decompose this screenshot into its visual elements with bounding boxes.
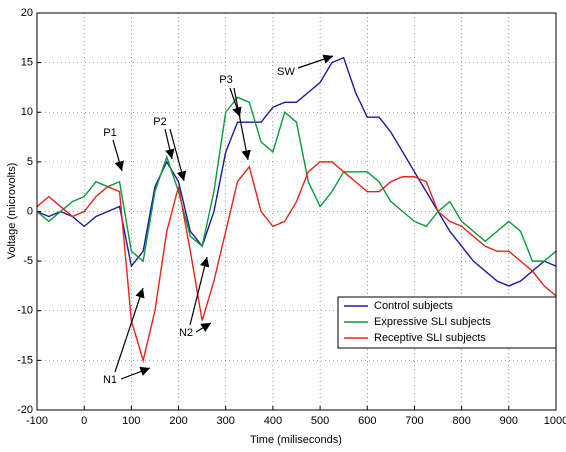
y-tick-label: -15 bbox=[17, 354, 33, 366]
x-axis-label: Time (miliseconds) bbox=[250, 434, 342, 446]
y-tick-label: 20 bbox=[21, 7, 33, 19]
y-axis-label: Voltage (microvolts) bbox=[6, 163, 18, 260]
annotation-arrow bbox=[169, 128, 187, 182]
data-line bbox=[36, 161, 557, 364]
legend-label: Receptive SLI subjects bbox=[374, 332, 486, 344]
y-tick-label: 10 bbox=[21, 106, 33, 118]
annotation-label: P3 bbox=[219, 74, 232, 86]
legend-label: Expressive SLI subjects bbox=[374, 316, 491, 328]
annotation-label: N1 bbox=[103, 374, 117, 386]
x-tick-label: 400 bbox=[264, 415, 282, 427]
y-tick-label: -20 bbox=[17, 404, 33, 416]
x-tick-label: 800 bbox=[452, 415, 470, 427]
data-line bbox=[36, 56, 557, 287]
legend-box bbox=[337, 296, 557, 349]
annotation-arrow bbox=[233, 87, 251, 161]
annotation-arrow bbox=[164, 128, 175, 160]
x-tick-label: 1000 bbox=[544, 415, 566, 427]
x-tick-label: 100 bbox=[122, 415, 140, 427]
data-line bbox=[36, 96, 557, 263]
annotation-arrow bbox=[297, 54, 334, 69]
x-tick-label: 200 bbox=[169, 415, 187, 427]
annotation-label: P2 bbox=[153, 116, 166, 128]
x-tick-label: 700 bbox=[405, 415, 423, 427]
legend: Control subjects Expressive SLI subjects R… bbox=[337, 296, 557, 349]
x-tick-label: 900 bbox=[500, 415, 518, 427]
y-tick-label: 15 bbox=[21, 57, 33, 69]
annotation-arrow bbox=[120, 366, 151, 380]
annotation-label: P1 bbox=[103, 127, 116, 139]
y-tick-label: -5 bbox=[23, 255, 33, 267]
x-tick-label: -100 bbox=[26, 415, 48, 427]
x-tick-label: 500 bbox=[311, 415, 329, 427]
plot-frame bbox=[36, 12, 557, 411]
legend-label: Control subjects bbox=[374, 300, 453, 312]
x-tick-label: 600 bbox=[358, 415, 376, 427]
x-tick-label: 300 bbox=[217, 415, 235, 427]
x-tick-label: 0 bbox=[81, 415, 87, 427]
annotation-label: SW bbox=[277, 66, 295, 78]
annotation-arrow bbox=[114, 287, 145, 373]
y-tick-label: -10 bbox=[17, 305, 33, 317]
y-tick-label: 0 bbox=[27, 205, 33, 217]
plot-area bbox=[37, 13, 556, 410]
y-tick-label: 5 bbox=[27, 156, 33, 168]
annotation-arrow bbox=[195, 322, 212, 333]
annotation-arrow bbox=[112, 139, 124, 172]
annotation-arrow bbox=[189, 256, 210, 326]
annotation-label: N2 bbox=[179, 327, 193, 339]
